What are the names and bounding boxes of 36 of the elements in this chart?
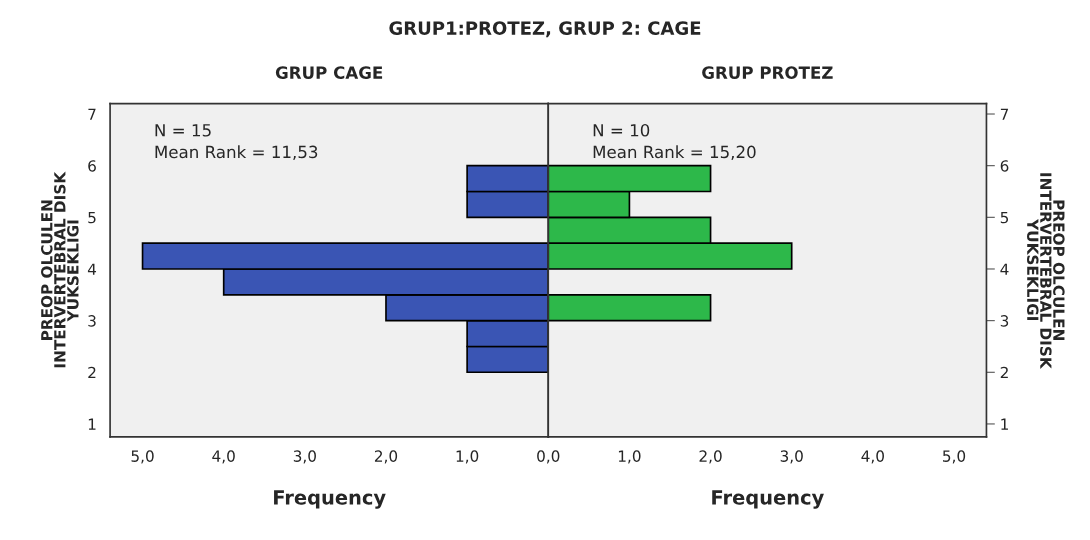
y-axis-title: PREOP OLCULEN INTERVERTEBRAL DISK YUKSEKLIGI bbox=[41, 171, 79, 368]
x-axis-title: Frequency bbox=[274, 490, 386, 509]
y-tick-label: 7 bbox=[1000, 108, 1009, 120]
y-tick-label: 1 bbox=[1001, 418, 1008, 430]
x-axis-title: Frequency bbox=[712, 490, 824, 509]
y-tick-label: 7 bbox=[88, 108, 96, 120]
y-tick-label: 3 bbox=[1000, 315, 1009, 327]
y-tick-label: 6 bbox=[88, 160, 96, 172]
chart-title: GRUP PROTEZ bbox=[702, 66, 833, 79]
x-tick-label: 0,0 bbox=[537, 450, 560, 464]
y-tick-label: 1 bbox=[88, 418, 96, 430]
y-tick-label: 2 bbox=[1000, 366, 1008, 379]
y-tick-label: 4 bbox=[1000, 263, 1009, 275]
x-tick-label: 2,0 bbox=[374, 450, 398, 464]
y-tick-label: 5 bbox=[88, 211, 96, 224]
x-tick-label: 4,0 bbox=[212, 450, 235, 464]
x-tick-label: 5,0 bbox=[131, 450, 154, 464]
y-axis-title: PREOP OLCULEN INTERVERTEBRAL DISK YUKSEKLIGI bbox=[1027, 173, 1065, 370]
x-tick-label: 1,0 bbox=[618, 450, 641, 464]
x-tick-label: 1,0 bbox=[456, 450, 479, 464]
annotation: N = 10 bbox=[593, 123, 650, 137]
annotation: Mean Rank = 11,53 bbox=[155, 145, 318, 160]
x-tick-label: 4,0 bbox=[861, 450, 884, 464]
x-tick-label: 3,0 bbox=[293, 450, 316, 464]
y-tick-label: 2 bbox=[88, 366, 96, 379]
annotation: Mean Rank = 15,20 bbox=[593, 145, 756, 160]
x-tick-label: 5,0 bbox=[943, 450, 966, 464]
y-tick-label: 5 bbox=[1000, 211, 1009, 224]
y-tick-label: 6 bbox=[1000, 160, 1009, 172]
chart-title: GRUP CAGE bbox=[275, 66, 383, 79]
text: GRUP1:PROTEZ, GRUP 2: CAGE bbox=[389, 21, 701, 38]
x-tick-label: 3,0 bbox=[780, 450, 803, 464]
annotation: N = 15 bbox=[155, 124, 211, 137]
x-tick-label: 2,0 bbox=[699, 450, 722, 464]
y-tick-label: 4 bbox=[87, 263, 97, 275]
y-tick-label: 3 bbox=[88, 315, 96, 327]
